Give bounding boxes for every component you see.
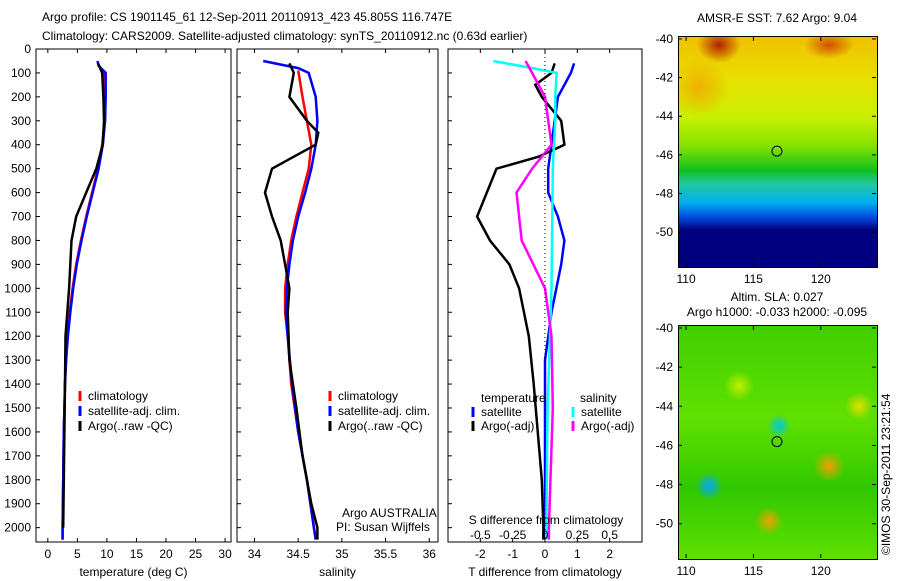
sla-map-title: Altim. SLA: 0.027 (731, 290, 824, 304)
y-tick-label: 1500 (4, 401, 31, 415)
x-tick-label: 15 (130, 547, 144, 561)
y-tick-label: -46 (656, 148, 674, 162)
y-tick-label: 1300 (4, 353, 31, 367)
legend-title-temperature: temperature (481, 391, 546, 405)
x2-tick-label: -0.5 (470, 528, 491, 542)
annotation-text: Argo AUSTRALIA (342, 506, 437, 520)
y-tick-label: 200 (11, 90, 31, 104)
legend-label: satellite (581, 405, 622, 419)
y-tick-label: 400 (11, 138, 31, 152)
y-tick-label: 700 (11, 210, 31, 224)
legend-label: Argo(-adj) (481, 419, 534, 433)
y-tick-label: -44 (656, 109, 674, 123)
x-tick-label: 2 (606, 547, 613, 561)
series-line-temperature-argo-adj- (475, 63, 566, 540)
x-axis-label: T difference from climatology (468, 565, 622, 579)
y-tick-label: 500 (11, 162, 31, 176)
legend-label: satellite-adj. clim. (338, 404, 430, 418)
x-axis-label: temperature (deg C) (79, 565, 187, 579)
sla-map-image (678, 325, 878, 560)
y-tick-label: -40 (656, 321, 674, 335)
y-tick-label: 1800 (4, 473, 31, 487)
legend-title-salinity: salinity (580, 391, 617, 405)
x-tick-label: 35.5 (374, 547, 398, 561)
x-tick-label: 35 (335, 547, 349, 561)
y-tick-label: 1100 (5, 305, 31, 319)
sst-map-title: AMSR-E SST: 7.62 Argo: 9.04 (697, 11, 857, 25)
x-tick-label: 20 (159, 547, 173, 561)
credit-text: ©IMOS 30-Sep-2011 23:21:54 (879, 393, 893, 555)
y-tick-label: 100 (11, 66, 31, 80)
argo-position-marker (771, 436, 783, 448)
y-tick-label: 900 (11, 257, 31, 271)
salinity-profile-axes-box (236, 48, 439, 543)
y-tick-label: 1600 (4, 425, 31, 439)
y-tick-label: 1000 (4, 281, 31, 295)
y-tick-label: 800 (11, 233, 31, 247)
y-tick-label: 600 (11, 186, 31, 200)
x-tick-label: 115 (744, 564, 763, 578)
legend-label: satellite-adj. clim. (88, 404, 180, 418)
title-line1: Argo profile: CS 1901145_61 12-Sep-2011 … (42, 10, 452, 24)
x-tick-label: 36 (423, 547, 437, 561)
x-tick-label: 10 (100, 547, 114, 561)
x-tick-label: 25 (189, 547, 203, 561)
x-tick-label: 110 (677, 564, 696, 578)
y-tick-label: 1200 (4, 329, 31, 343)
x-tick-label: 34.5 (286, 547, 310, 561)
series-line-temperature-satellite (543, 63, 576, 540)
x-tick-label: 115 (744, 272, 763, 286)
y-tick-label: -48 (656, 478, 674, 492)
annotation-text: PI: Susan Wijffels (336, 520, 430, 534)
argo-position-marker (771, 145, 783, 157)
x-axis-label: salinity (319, 565, 356, 579)
legend-label: climatology (338, 389, 398, 403)
x-tick-label: 0 (44, 547, 51, 561)
y-tick-label: -44 (656, 399, 674, 413)
series-line-argo-raw-qc- (263, 62, 320, 540)
legend-label: Argo(-adj) (581, 419, 634, 433)
legend-label: climatology (88, 389, 148, 403)
y-tick-label: -46 (656, 438, 674, 452)
series-line-salinity-satellite (493, 59, 558, 540)
legend-label: Argo(..raw -QC) (88, 419, 173, 433)
x2-tick-label: 0.5 (601, 528, 618, 542)
x-tick-label: 30 (218, 547, 232, 561)
series-line-climatology (283, 70, 317, 540)
sla-map-subtitle: Argo h1000: -0.033 h2000: -0.095 (687, 305, 867, 319)
y-tick-label: 1900 (4, 497, 31, 511)
x-tick-label: 0 (542, 547, 549, 561)
x2-tick-label: 0 (542, 528, 549, 542)
series-line-salinity-argo-adj- (515, 60, 555, 540)
y-tick-label: -48 (656, 187, 674, 201)
x-tick-label: 34 (248, 547, 262, 561)
temperature-profile-axes-box (35, 48, 232, 543)
y-tick-label: 1400 (4, 377, 31, 391)
y-tick-label: -50 (656, 225, 674, 239)
series-line-argo-raw-qc- (61, 62, 106, 528)
y-tick-label: 2000 (4, 521, 31, 535)
y-tick-label: -42 (656, 71, 674, 85)
x-tick-label: -1 (507, 547, 518, 561)
x-tick-label: 1 (574, 547, 581, 561)
x2-tick-label: -0.25 (499, 528, 527, 542)
title-line2: Climatology: CARS2009. Satellite-adjuste… (42, 29, 527, 43)
x-tick-label: 120 (811, 272, 831, 286)
sst-map-image (678, 36, 878, 268)
y-tick-label: -50 (656, 517, 674, 531)
y-tick-label: 1700 (4, 449, 31, 463)
x-tick-label: -2 (475, 547, 486, 561)
legend-label: Argo(..raw -QC) (338, 419, 423, 433)
x-tick-label: 5 (74, 547, 81, 561)
y-tick-label: -40 (656, 32, 674, 46)
x2-axis-label: S difference from climatology (469, 513, 624, 527)
y-tick-label: -42 (656, 360, 674, 374)
x-tick-label: 120 (811, 564, 831, 578)
x2-tick-label: 0.25 (566, 528, 590, 542)
legend-label: satellite (481, 405, 522, 419)
y-tick-label: 300 (11, 114, 31, 128)
y-tick-label: 0 (24, 42, 31, 56)
x-tick-label: 110 (677, 272, 696, 286)
